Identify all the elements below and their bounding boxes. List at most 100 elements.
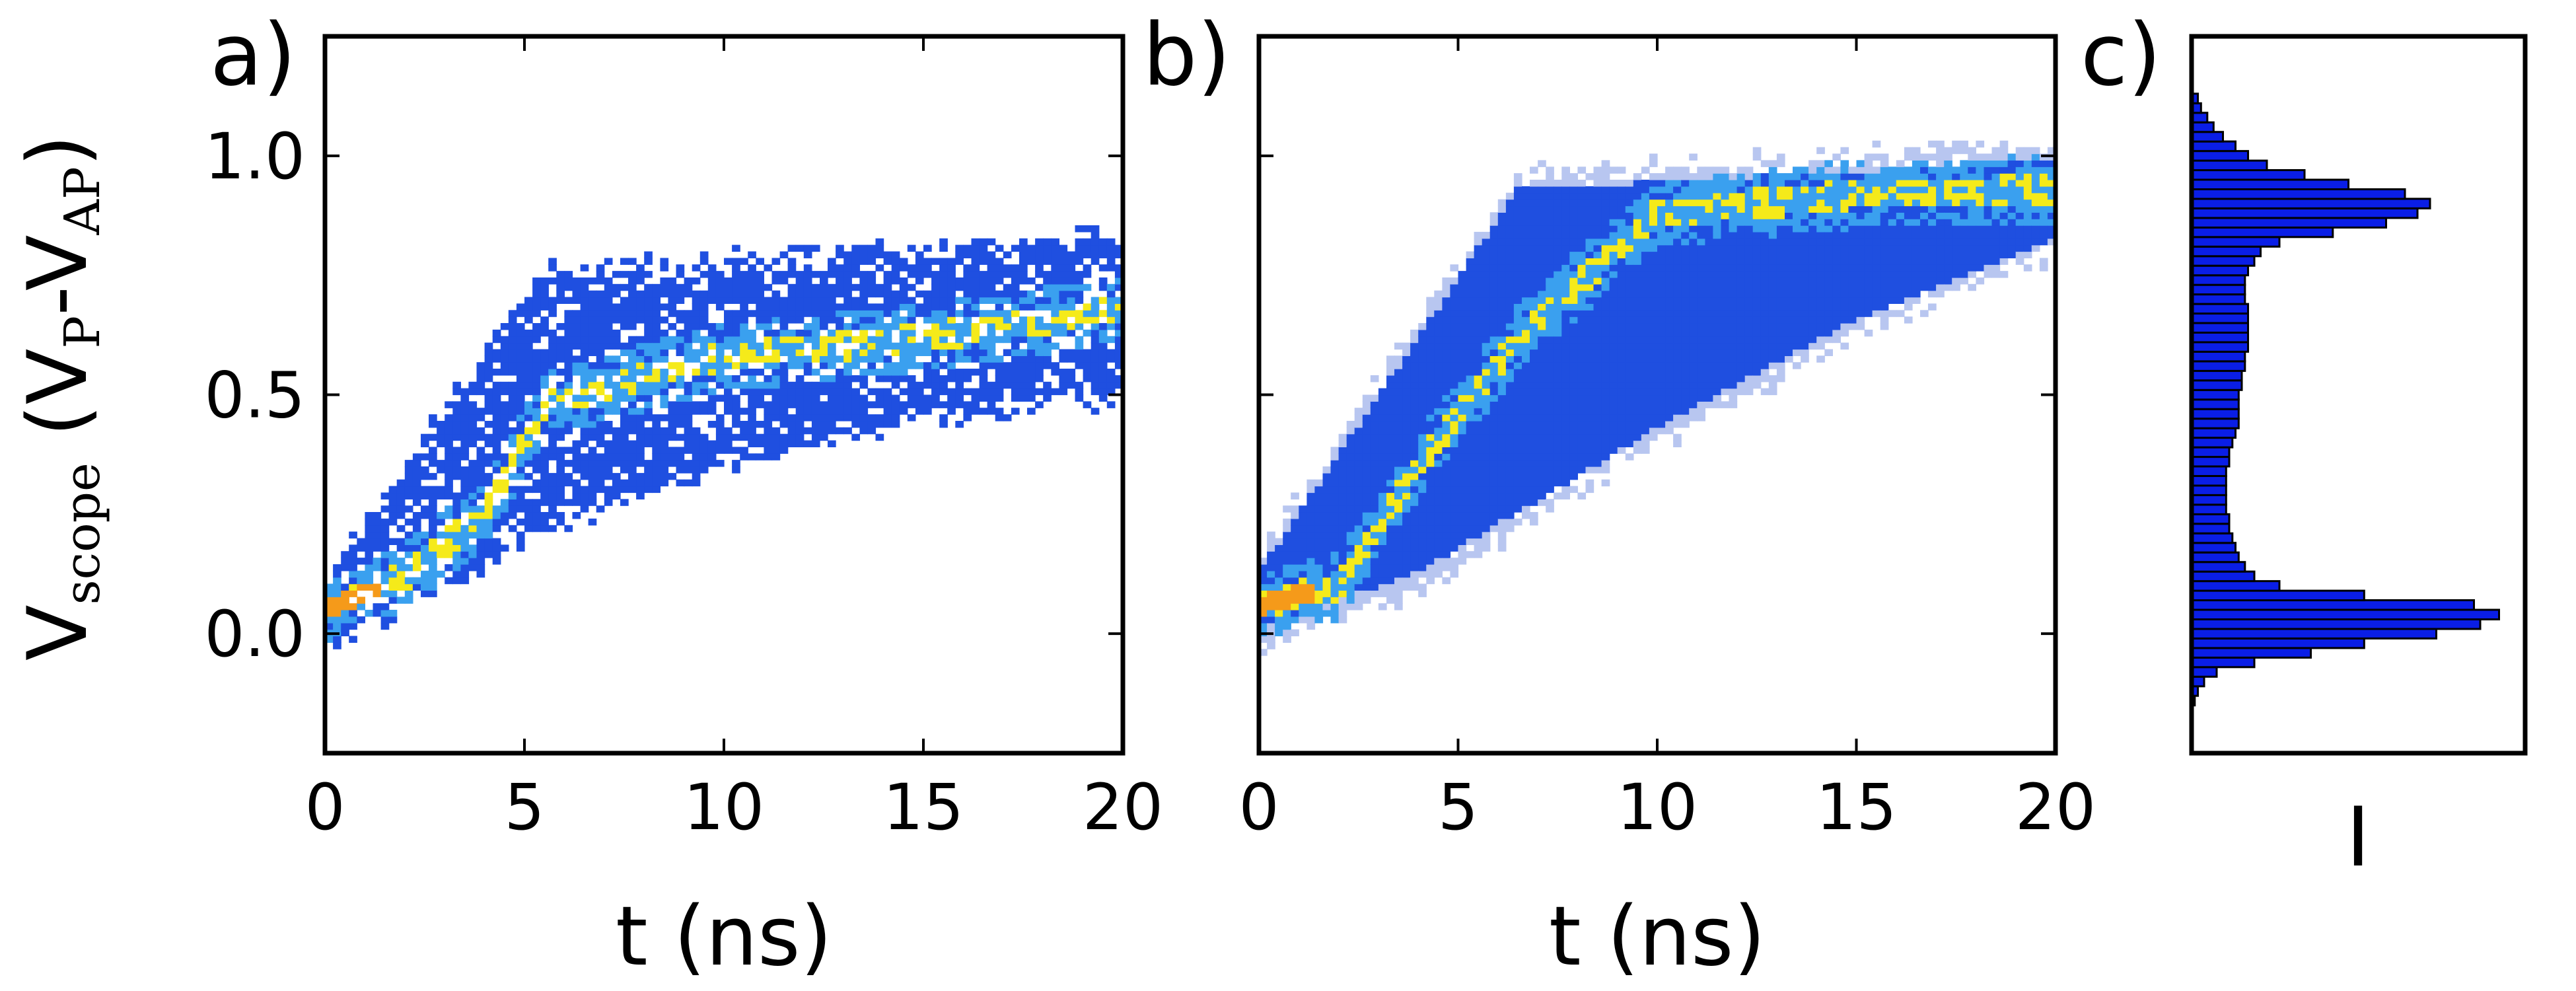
density-cell-b-1315 [1538, 160, 1546, 167]
density-cell-a-1505 [811, 316, 820, 324]
density-cell-b-336 [1370, 492, 1379, 499]
density-cell-a-517 [524, 349, 533, 356]
density-cell-b-2040 [1665, 180, 1674, 187]
density-cell-b-1704 [1601, 160, 1610, 167]
density-cell-b-967 [1489, 433, 1499, 441]
density-cell-a-1084 [676, 310, 685, 317]
density-cell-a-775 [596, 472, 605, 480]
density-cell-b-2301 [1721, 238, 1730, 246]
density-cell-b-2254 [1713, 310, 1722, 317]
density-cell-b-2211 [1705, 349, 1714, 356]
density-cell-b-2073 [1673, 238, 1682, 246]
density-cell-b-2212 [1705, 342, 1714, 350]
density-cell-b-2050 [1673, 388, 1682, 396]
density-cell-b-1618 [1593, 408, 1602, 415]
density-cell-a-1646 [859, 323, 869, 330]
density-cell-a-1952 [971, 271, 980, 278]
density-cell-b-36 [1275, 603, 1283, 610]
density-cell-a-426 [500, 369, 509, 376]
density-cell-a-1336 [756, 258, 764, 265]
density-cell-b-1294 [1538, 310, 1546, 317]
density-cell-a-387 [492, 486, 501, 494]
density-cell-b-253 [1346, 447, 1355, 454]
density-cell-b-2093 [1681, 369, 1690, 376]
density-cell-b-628 [1434, 564, 1443, 571]
density-cell-b-2595 [1793, 297, 1801, 304]
density-cell-b-2231 [1705, 219, 1714, 226]
density-cell-b-2392 [1744, 336, 1754, 344]
density-cell-b-1483 [1569, 375, 1578, 383]
density-cell-a-2281 [1098, 244, 1108, 252]
density-cell-a-1131 [692, 349, 701, 356]
density-cell-a-804 [604, 499, 613, 506]
density-cell-b-95 [1299, 564, 1307, 571]
density-cell-b-1277 [1538, 421, 1546, 428]
density-cell-b-2090 [1681, 388, 1690, 396]
density-cell-b-2619 [1801, 336, 1809, 344]
density-cell-a-465 [516, 505, 525, 513]
density-cell-a-1349 [764, 362, 773, 369]
density-cell-b-1473 [1569, 440, 1578, 447]
density-cell-b-1923 [1649, 408, 1658, 415]
density-cell-b-1978 [1657, 323, 1666, 330]
density-cell-b-105 [1306, 622, 1316, 630]
density-cell-a-1589 [843, 388, 852, 396]
density-cell-b-1590 [1585, 297, 1594, 304]
density-cell-b-455 [1394, 401, 1403, 408]
density-cell-a-1700 [875, 251, 884, 258]
density-cell-a-716 [580, 427, 589, 435]
density-cell-b-896 [1474, 277, 1483, 285]
density-cell-b-2354 [1736, 355, 1746, 363]
density-cell-b-358 [1378, 564, 1387, 571]
density-cell-a-1948 [971, 297, 980, 304]
density-cell-a-1329 [756, 310, 764, 317]
density-cell-a-1596 [843, 336, 852, 344]
density-cell-b-260 [1354, 590, 1363, 597]
density-cell-a-845 [612, 408, 621, 415]
density-cell-b-1832 [1625, 180, 1634, 187]
density-cell-a-2097 [1027, 323, 1036, 330]
density-cell-b-81 [1291, 531, 1299, 539]
density-cell-b-1809 [1625, 329, 1634, 337]
density-cell-a-787 [596, 381, 605, 389]
density-cell-a-2238 [1083, 244, 1092, 252]
density-cell-b-87 [1299, 616, 1307, 624]
density-cell-a-2003 [995, 414, 1004, 422]
density-cell-b-898 [1474, 264, 1483, 272]
density-cell-a-1476 [803, 329, 812, 337]
density-cell-b-505 [1410, 564, 1419, 571]
density-cell-a-883 [620, 323, 629, 330]
density-cell-a-739 [580, 277, 589, 285]
density-cell-a-1475 [803, 336, 812, 344]
density-cell-a-810 [604, 453, 613, 460]
density-cell-a-1315 [756, 453, 764, 460]
density-cell-b-794 [1458, 355, 1467, 363]
density-cell-a-1218 [724, 408, 733, 415]
density-cell-a-868 [620, 447, 629, 454]
density-cell-b-193 [1330, 486, 1340, 494]
density-cell-b-319 [1362, 401, 1371, 408]
density-cell-b-2582 [1785, 192, 1793, 200]
density-cell-a-358 [484, 512, 493, 519]
density-cell-b-2360 [1736, 316, 1746, 324]
density-cell-a-42 [349, 564, 357, 571]
density-cell-b-596 [1426, 492, 1435, 499]
density-cell-b-2179 [1697, 316, 1705, 324]
density-cell-b-2396 [1744, 310, 1754, 317]
density-cell-b-738 [1450, 427, 1459, 435]
density-cell-b-818 [1466, 479, 1475, 487]
density-cell-b-921 [1482, 433, 1491, 441]
density-cell-b-1600 [1585, 231, 1594, 239]
density-cell-b-787 [1458, 401, 1467, 408]
density-cell-b-2592 [1793, 316, 1801, 324]
density-cell-a-1017 [660, 460, 669, 467]
density-cell-a-1587 [843, 401, 852, 408]
density-cell-b-641 [1434, 479, 1443, 487]
density-cell-b-270 [1354, 525, 1363, 532]
density-cell-b-355 [1378, 583, 1387, 591]
density-cell-b-2510 [1768, 238, 1777, 246]
density-cell-a-502 [524, 460, 533, 467]
density-cell-b-704 [1442, 355, 1451, 363]
density-cell-a-82 [380, 616, 390, 624]
density-cell-b-79 [1291, 544, 1299, 552]
